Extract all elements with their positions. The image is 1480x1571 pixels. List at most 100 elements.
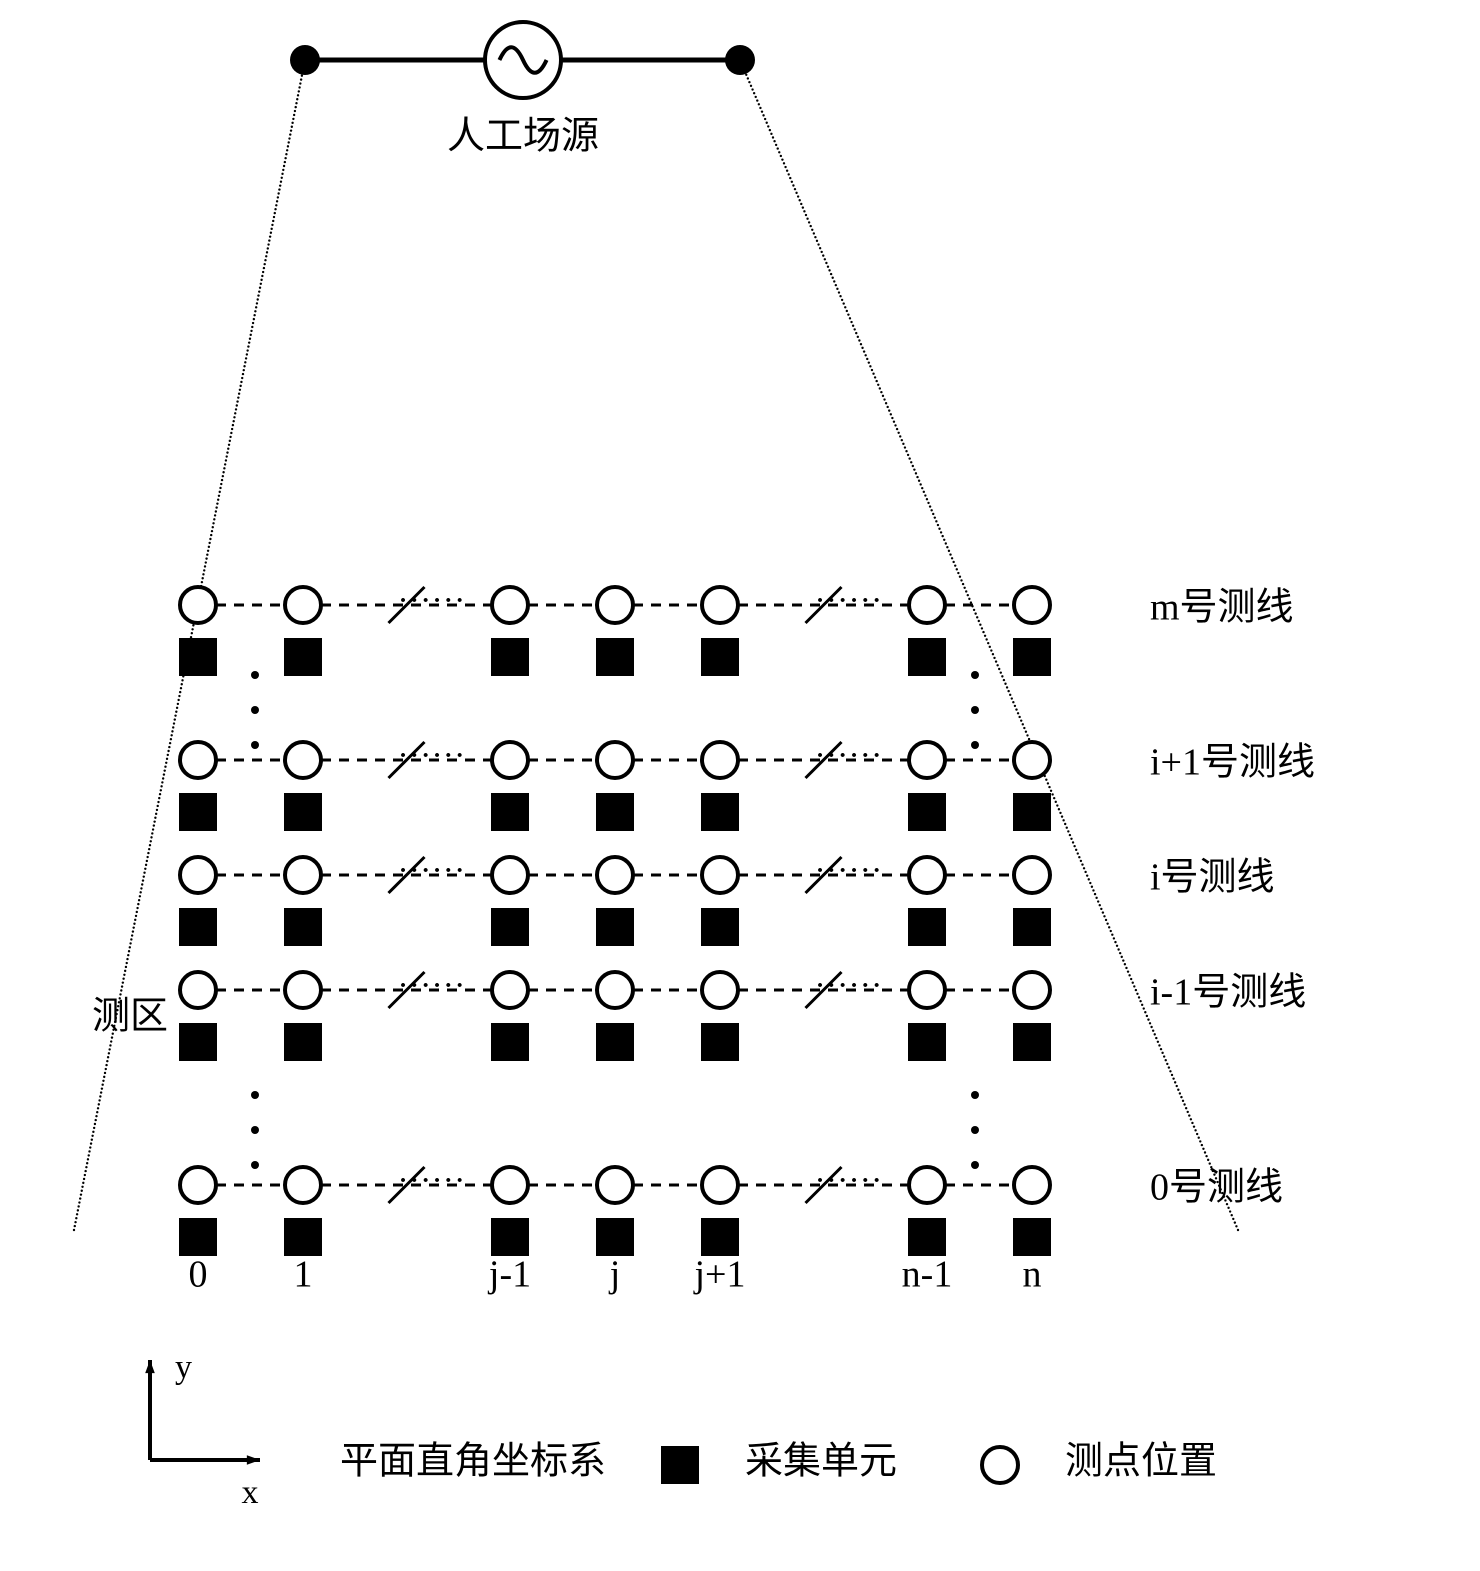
legend-square-icon (661, 1446, 699, 1484)
acquisition-unit-icon (284, 908, 322, 946)
survey-line-label: m号测线 (1150, 587, 1294, 629)
svg-text:······: ······ (397, 852, 465, 889)
measure-point-icon (597, 742, 633, 778)
acquisition-unit-icon (596, 908, 634, 946)
survey-line-label: 0号测线 (1150, 1167, 1283, 1209)
acquisition-unit-icon (491, 1023, 529, 1061)
acquisition-unit-icon (701, 1023, 739, 1061)
measure-point-icon (492, 1167, 528, 1203)
column-index-label: j (608, 1254, 621, 1296)
measure-point-icon (285, 1167, 321, 1203)
column-index-label: j+1 (693, 1254, 746, 1296)
measure-point-icon (702, 587, 738, 623)
svg-text:······: ······ (814, 737, 882, 774)
measure-point-icon (180, 972, 216, 1008)
acquisition-unit-icon (908, 1218, 946, 1256)
acquisition-unit-icon (491, 1218, 529, 1256)
survey-line-label: i-1号测线 (1150, 972, 1306, 1014)
measure-point-icon (597, 972, 633, 1008)
acquisition-unit-icon (284, 1023, 322, 1061)
axis-y-label: y (175, 1349, 192, 1386)
measure-point-icon (909, 587, 945, 623)
diagram-svg: 人工场源············m号测线············i+1号测线··… (20, 20, 1460, 1551)
acquisition-unit-icon (908, 908, 946, 946)
measure-point-icon (597, 1167, 633, 1203)
column-index-label: n-1 (902, 1254, 953, 1296)
survey-line-label: i号测线 (1150, 857, 1275, 899)
measure-point-icon (1014, 742, 1050, 778)
axis-x-label: x (242, 1474, 259, 1511)
measure-point-icon (285, 857, 321, 893)
svg-text:······: ······ (814, 582, 882, 619)
source-label: 人工场源 (447, 116, 599, 158)
acquisition-unit-icon (1013, 638, 1051, 676)
acquisition-unit-icon (1013, 793, 1051, 831)
measure-point-icon (492, 587, 528, 623)
acquisition-unit-icon (284, 793, 322, 831)
svg-text:······: ······ (814, 967, 882, 1004)
diagram-container: 人工场源············m号测线············i+1号测线··… (20, 20, 1460, 1551)
measure-point-icon (702, 742, 738, 778)
acquisition-unit-icon (1013, 908, 1051, 946)
svg-text:······: ······ (814, 1162, 882, 1199)
measure-point-icon (909, 742, 945, 778)
acquisition-unit-icon (491, 793, 529, 831)
measure-point-icon (1014, 1167, 1050, 1203)
svg-text:······: ······ (397, 1162, 465, 1199)
acquisition-unit-icon (491, 908, 529, 946)
measure-point-icon (597, 857, 633, 893)
measure-point-icon (492, 857, 528, 893)
survey-line-row: ······ ······ m号测线 (179, 582, 1294, 676)
legend-coord-label: 平面直角坐标系 (340, 1441, 606, 1483)
acquisition-unit-icon (596, 1218, 634, 1256)
measure-point-icon (909, 1167, 945, 1203)
column-index-label: 1 (294, 1254, 313, 1296)
acquisition-unit-icon (179, 908, 217, 946)
legend-circle-label: 测点位置 (1065, 1441, 1217, 1483)
measure-point-icon (285, 972, 321, 1008)
measure-point-icon (597, 587, 633, 623)
survey-line-label: i+1号测线 (1150, 742, 1315, 784)
acquisition-unit-icon (701, 1218, 739, 1256)
acquisition-unit-icon (179, 638, 217, 676)
survey-area-label: 测区 (92, 996, 168, 1038)
measure-point-icon (180, 742, 216, 778)
acquisition-unit-icon (179, 1218, 217, 1256)
survey-line-row: ······ ······ i-1号测线 (179, 967, 1306, 1061)
measure-point-icon (492, 742, 528, 778)
acquisition-unit-icon (179, 793, 217, 831)
svg-text:······: ······ (397, 737, 465, 774)
measure-point-icon (492, 972, 528, 1008)
acquisition-unit-icon (1013, 1218, 1051, 1256)
measure-point-icon (180, 587, 216, 623)
acquisition-unit-icon (596, 1023, 634, 1061)
measure-point-icon (285, 587, 321, 623)
acquisition-unit-icon (908, 1023, 946, 1061)
measure-point-icon (909, 972, 945, 1008)
survey-line-row: ······ ······ 0号测线 (179, 1162, 1283, 1256)
acquisition-unit-icon (908, 638, 946, 676)
measure-point-icon (180, 1167, 216, 1203)
acquisition-unit-icon (284, 638, 322, 676)
column-index-label: j-1 (487, 1254, 531, 1296)
svg-text:······: ······ (397, 967, 465, 1004)
acquisition-unit-icon (701, 908, 739, 946)
acquisition-unit-icon (701, 793, 739, 831)
acquisition-unit-icon (908, 793, 946, 831)
column-index-label: 0 (189, 1254, 208, 1296)
measure-point-icon (909, 857, 945, 893)
measure-point-icon (1014, 857, 1050, 893)
measure-point-icon (702, 972, 738, 1008)
svg-text:······: ······ (397, 582, 465, 619)
measure-point-icon (180, 857, 216, 893)
measure-point-icon (1014, 587, 1050, 623)
survey-line-row: ······ ······ i+1号测线 (179, 737, 1315, 831)
acquisition-unit-icon (1013, 1023, 1051, 1061)
acquisition-unit-icon (179, 1023, 217, 1061)
measure-point-icon (702, 857, 738, 893)
legend-square-label: 采集单元 (745, 1441, 897, 1483)
acquisition-unit-icon (284, 1218, 322, 1256)
legend-circle-icon (982, 1447, 1018, 1483)
svg-text:······: ······ (814, 852, 882, 889)
acquisition-unit-icon (701, 638, 739, 676)
